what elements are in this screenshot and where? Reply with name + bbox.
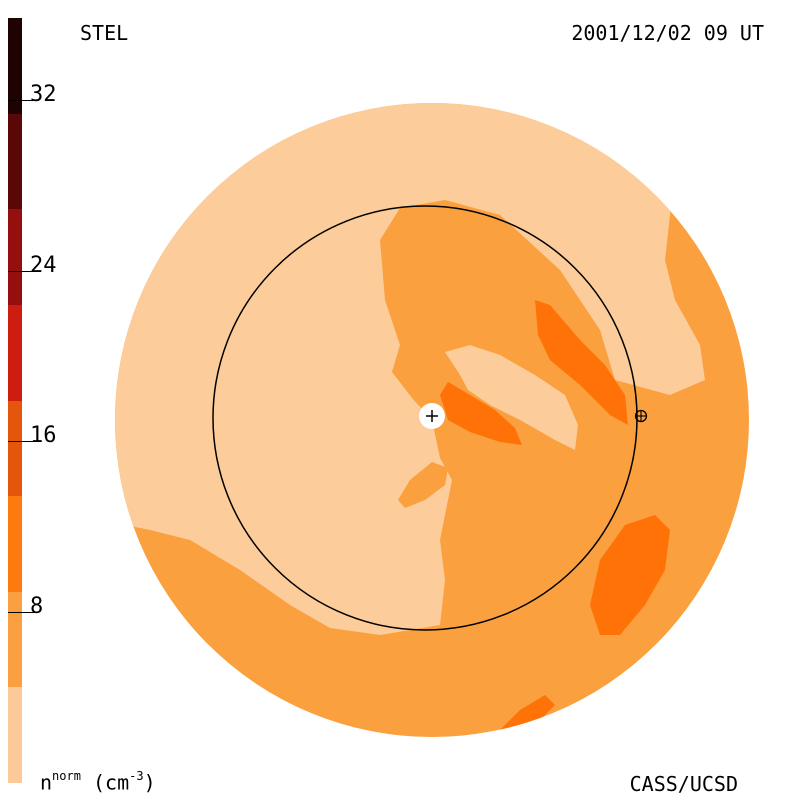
region-high-ridge (535, 300, 628, 425)
colorbar-band (8, 209, 22, 305)
colorbar-band (8, 687, 22, 783)
units-label: nnorm (cm-3) (40, 769, 156, 795)
timestamp-label: 2001/12/02 09 UT (571, 21, 764, 45)
units-close: ) (143, 770, 156, 795)
region-low-main (115, 103, 749, 635)
sun-icon (419, 403, 445, 429)
colorbar (8, 18, 22, 783)
earth-icon (634, 409, 648, 423)
colorbar-band (8, 400, 22, 497)
colorbar-tick-16 (8, 441, 36, 442)
colorbar-label-24: 24 (30, 253, 57, 278)
region-mid-blob (398, 462, 448, 508)
colorbar-tick-8 (8, 612, 36, 613)
colorbar-band (8, 113, 22, 210)
colorbar-label-8: 8 (30, 594, 44, 619)
units-exp: -3 (129, 769, 144, 783)
colorbar-tick-32 (8, 100, 36, 101)
colorbar-band (8, 591, 22, 688)
colorbar-band (8, 18, 22, 114)
units-unit: (cm (93, 770, 130, 795)
units-base: n (40, 770, 53, 795)
colorbar-label-32: 32 (30, 82, 57, 107)
region-high-south (590, 515, 670, 635)
colorbar-band (8, 304, 22, 401)
colorbar-label-16: 16 (30, 423, 57, 448)
region-high-core (440, 382, 522, 445)
region-low-streak (445, 345, 578, 450)
instrument-label: STEL (80, 21, 129, 45)
colorbar-band (8, 496, 22, 592)
colorbar-tick-24 (8, 271, 36, 272)
units-sup: norm (52, 769, 81, 783)
credit-label: CASS/UCSD (629, 772, 738, 796)
earth-orbit (212, 205, 638, 631)
